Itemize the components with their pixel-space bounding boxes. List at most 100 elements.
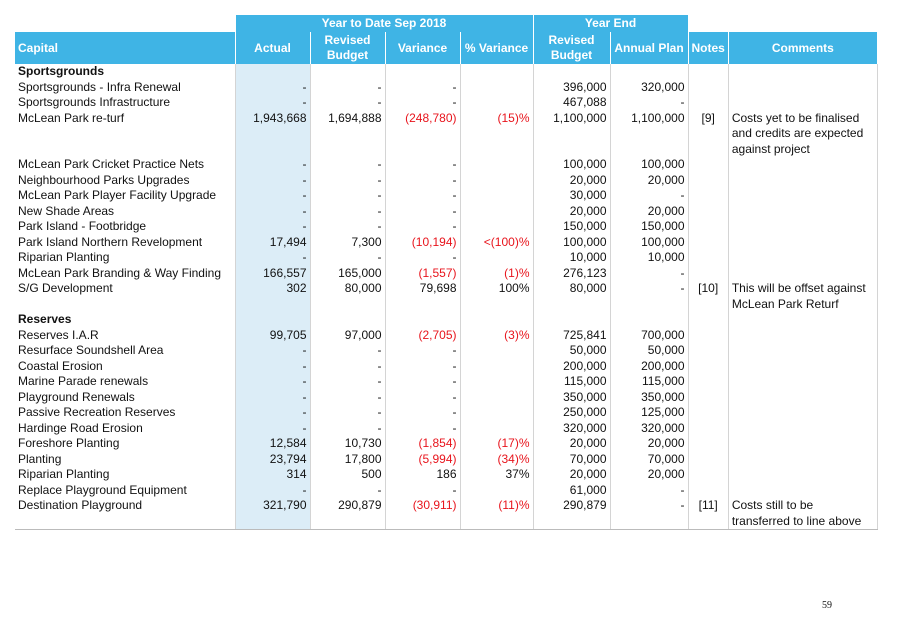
table-cell: 100% bbox=[460, 281, 534, 312]
table-cell: 100,000 bbox=[533, 234, 611, 250]
table-cell: 100,000 bbox=[533, 157, 611, 173]
table-cell bbox=[310, 64, 386, 80]
table-cell: - bbox=[385, 389, 461, 405]
table-cell bbox=[728, 405, 878, 421]
table-row: New Shade Areas - - -20,000 20,000 bbox=[15, 203, 878, 219]
table-cell bbox=[728, 234, 878, 250]
table-cell: 125,000 bbox=[610, 405, 689, 421]
table-cell: - bbox=[610, 498, 689, 530]
table-cell: 165,000 bbox=[310, 265, 386, 281]
table-cell bbox=[688, 327, 729, 343]
table-cell bbox=[728, 374, 878, 390]
table-cell: - bbox=[610, 188, 689, 204]
table-row: Destination Playground 321,790 290,879 (30,… bbox=[15, 498, 878, 530]
table-cell: 467,088 bbox=[533, 95, 611, 111]
table-cell: Resurface Soundshell Area bbox=[15, 343, 236, 359]
table-cell bbox=[310, 312, 386, 328]
table-cell: - bbox=[235, 405, 311, 421]
table-cell: - bbox=[235, 203, 311, 219]
table-cell: - bbox=[385, 343, 461, 359]
table-cell: - bbox=[610, 95, 689, 111]
table-cell: - bbox=[310, 405, 386, 421]
table-cell: Sportsgrounds bbox=[15, 64, 236, 80]
table-cell: - bbox=[235, 389, 311, 405]
table-cell bbox=[688, 343, 729, 359]
table-cell bbox=[728, 265, 878, 281]
table-cell: - bbox=[235, 157, 311, 173]
table-cell bbox=[688, 64, 729, 80]
table-cell: Destination Playground bbox=[15, 498, 236, 530]
table-cell: 290,879 bbox=[533, 498, 611, 530]
table-cell: - bbox=[310, 389, 386, 405]
table-cell: - bbox=[310, 79, 386, 95]
table-cell: 290,879 bbox=[310, 498, 386, 530]
table-cell: - bbox=[235, 482, 311, 498]
table-cell: (2,705) bbox=[385, 327, 461, 343]
table-cell: [10] bbox=[688, 281, 729, 312]
table-cell: 79,698 bbox=[385, 281, 461, 312]
table-cell: 70,000 bbox=[610, 451, 689, 467]
table-cell: [9] bbox=[688, 110, 729, 157]
table-cell: Park Island Northern Revelopment bbox=[15, 234, 236, 250]
group-header: Year End bbox=[533, 15, 689, 32]
table-cell: 7,300 bbox=[310, 234, 386, 250]
table-cell: Planting bbox=[15, 451, 236, 467]
table-row: Neighbourhood Parks Upgrades - - -20,000 20,… bbox=[15, 172, 878, 188]
table-cell bbox=[460, 172, 534, 188]
table-cell: 100,000 bbox=[610, 234, 689, 250]
blank-header bbox=[688, 15, 878, 32]
table-cell bbox=[460, 405, 534, 421]
table-cell bbox=[688, 172, 729, 188]
table-cell bbox=[688, 203, 729, 219]
table-cell: 396,000 bbox=[533, 79, 611, 95]
table-cell: - bbox=[310, 343, 386, 359]
table-cell bbox=[728, 482, 878, 498]
table-cell: 166,557 bbox=[235, 265, 311, 281]
table-cell: (1,854) bbox=[385, 436, 461, 452]
table-cell: 50,000 bbox=[610, 343, 689, 359]
table-cell: - bbox=[235, 79, 311, 95]
table-cell: 314 bbox=[235, 467, 311, 483]
table-cell: Riparian Planting bbox=[15, 250, 236, 266]
table-cell bbox=[460, 358, 534, 374]
table-cell: 20,000 bbox=[533, 203, 611, 219]
table-cell bbox=[688, 389, 729, 405]
table-cell bbox=[728, 219, 878, 235]
table-cell: Replace Playground Equipment bbox=[15, 482, 236, 498]
table-cell: - bbox=[385, 482, 461, 498]
table-cell: 150,000 bbox=[533, 219, 611, 235]
table-cell bbox=[728, 451, 878, 467]
table-cell: Costs yet to be finalised and credits ar… bbox=[728, 110, 878, 157]
table-cell: 10,000 bbox=[610, 250, 689, 266]
table-cell: 350,000 bbox=[533, 389, 611, 405]
table-cell bbox=[728, 389, 878, 405]
table-cell bbox=[728, 79, 878, 95]
table-cell: 276,123 bbox=[533, 265, 611, 281]
table-cell: (248,780) bbox=[385, 110, 461, 157]
table-cell bbox=[728, 250, 878, 266]
table-cell: - bbox=[235, 188, 311, 204]
table-cell: 12,584 bbox=[235, 436, 311, 452]
table-cell: This will be offset against McLean Park … bbox=[728, 281, 878, 312]
table-row: Riparian Planting 314 500 186 37% 20,000 20,00… bbox=[15, 467, 878, 483]
table-cell: 20,000 bbox=[533, 467, 611, 483]
table-cell: - bbox=[610, 265, 689, 281]
table-cell bbox=[460, 79, 534, 95]
table-cell bbox=[728, 188, 878, 204]
table-cell: Hardinge Road Erosion bbox=[15, 420, 236, 436]
table-cell: Coastal Erosion bbox=[15, 358, 236, 374]
column-header: Variance bbox=[385, 32, 461, 64]
table-cell: - bbox=[385, 172, 461, 188]
table-cell bbox=[728, 436, 878, 452]
table-cell: - bbox=[310, 172, 386, 188]
table-cell: - bbox=[385, 188, 461, 204]
table-cell bbox=[728, 312, 878, 328]
table-cell bbox=[728, 95, 878, 111]
table-cell: - bbox=[310, 95, 386, 111]
table-cell: - bbox=[610, 281, 689, 312]
table-cell: Marine Parade renewals bbox=[15, 374, 236, 390]
table-cell bbox=[728, 327, 878, 343]
table-row: Resurface Soundshell Area - - -50,000 50,000 bbox=[15, 343, 878, 359]
table-cell: 321,790 bbox=[235, 498, 311, 530]
